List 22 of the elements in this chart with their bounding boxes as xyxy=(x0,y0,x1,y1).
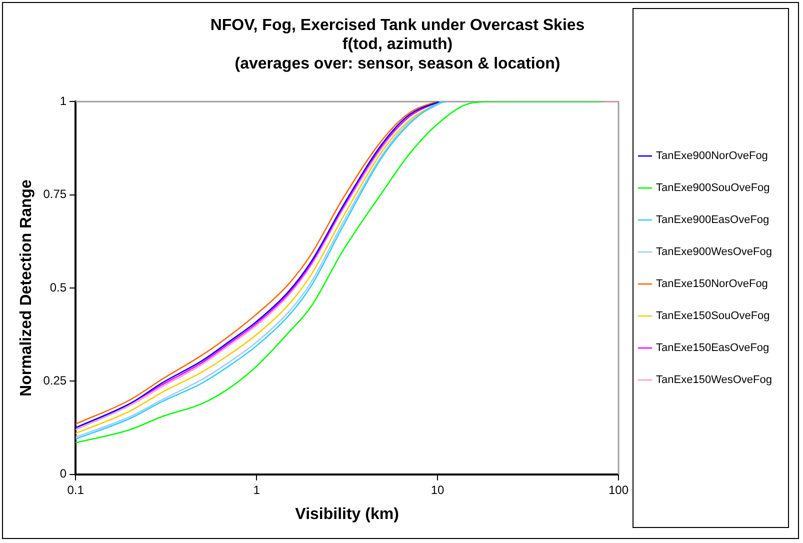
legend-label: TanExe150EasOveFog xyxy=(656,342,770,354)
legend-label: TanExe150SouOveFog xyxy=(656,310,770,322)
y-tick-label: 1 xyxy=(60,94,67,108)
x-tick-label: 0.1 xyxy=(67,482,84,497)
text: (averages over: sensor, season & location) xyxy=(234,55,560,72)
y-tick-label: 0.5 xyxy=(50,280,67,294)
chart-title: NFOV, Fog, Exercised Tank under Overcast Skies xyxy=(210,17,585,34)
x-axis-title: Visibility (km) xyxy=(295,506,399,523)
legend-label: TanExe900NorOveFog xyxy=(656,150,768,162)
y-tick-label: 0.75 xyxy=(43,187,67,202)
text: f(tod, azimuth) xyxy=(342,36,453,54)
y-tick-label: 0.25 xyxy=(43,374,67,388)
x-tick-label: 10 xyxy=(430,482,445,497)
x-tick-label: 1 xyxy=(253,482,260,497)
legend-label: TanExe150NorOveFog xyxy=(656,278,768,290)
legend-label: TanExe900WesOveFog xyxy=(656,246,772,258)
y-axis-title: Normalized Detection Range xyxy=(18,179,36,396)
x-tick-label: 100 xyxy=(608,482,629,497)
legend-label: TanExe150WesOveFog xyxy=(656,374,772,386)
legend-label: TanExe900EasOveFog xyxy=(656,214,770,226)
legend-label: TanExe900SouOveFog xyxy=(656,182,770,194)
y-tick-label: 0 xyxy=(60,466,67,481)
